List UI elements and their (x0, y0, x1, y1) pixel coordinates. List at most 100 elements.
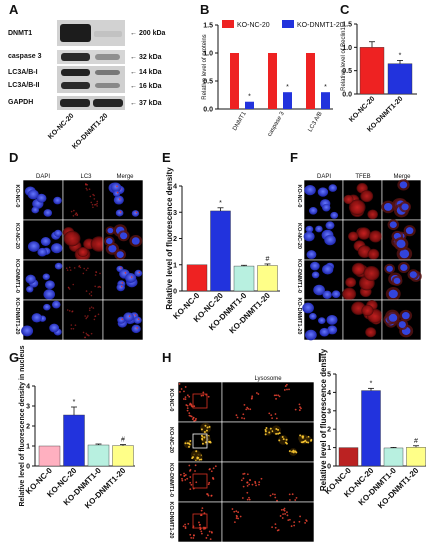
chart-C-y-tick-label: 1.5 (342, 22, 352, 29)
chart-E-y-tick-label: 3 (173, 210, 177, 217)
panel-label-a: A (9, 2, 19, 17)
chart-G-bar (38, 445, 61, 467)
f-image-tfeb-1 (342, 219, 383, 261)
blot-protein-lc3-i: LC3A/B-I (8, 69, 38, 76)
chart-G-y-tick-label: 0 (26, 464, 30, 471)
blot-band (93, 99, 123, 107)
h-image-overview-3 (177, 501, 223, 543)
h-image-overview-2 (177, 461, 223, 503)
chart-C-y-tick-label: 0.0 (342, 92, 352, 99)
chart-C-x-label: KO-NC-20 (348, 95, 376, 123)
chart-C-y-tick-label: 0.5 (342, 68, 352, 75)
blot-lane-ko-dnmt1-20: KO-DNMT1-20 (71, 112, 109, 150)
h-row-ko-nc-20: KO-NC-20 (168, 427, 174, 453)
chart-G-annotation: * (73, 399, 76, 406)
d-image-lc3-2 (62, 259, 104, 301)
chart-B-bar (268, 53, 277, 109)
chart-I-y-tick-label: 1 (327, 445, 331, 452)
h-image-overview-1 (177, 421, 223, 463)
f-image-tfeb-2 (342, 259, 383, 301)
d-row-ko-nc-0: KO-NC-0 (14, 185, 20, 208)
chart-B-annotation: * (286, 84, 289, 91)
chart-B-bar (245, 101, 254, 109)
chart-C-annotation: * (399, 52, 402, 59)
blot-protein-gapdh: GAPDH (8, 99, 33, 106)
chart-G-bar (63, 414, 85, 467)
chart-G-bar (87, 444, 110, 467)
chart-B: 0.0 0.5 1.0 1.5 Relative level of proteins KO… (202, 20, 344, 138)
chart-I-y-tick-label: 0 (327, 464, 331, 471)
blot-band (60, 99, 90, 107)
h-row-ko-dnmt1-20: KO-DNMT1-20 (168, 502, 174, 539)
f-image-merge-2 (381, 259, 422, 301)
blot-size-32: ← 32 kDa (130, 54, 162, 61)
d-row-ko-dnmt1-0: KO-DNMT1-0 (14, 259, 20, 293)
panel-f-microscopy: DAPI TFEB Merge KO-NC-0 KO-NC-20 KO-DNMT… (296, 174, 422, 341)
h-col-header-lysosome: Lysosome (254, 376, 282, 382)
chart-C-bar (359, 47, 385, 95)
chart-I-bar (383, 447, 404, 467)
f-row-ko-nc-20: KO-NC-20 (296, 223, 302, 249)
blot-size-16: ← 16 kDa (130, 83, 162, 90)
chart-B-legend-swatch (222, 20, 234, 28)
chart-B-x-label: DNMT1 (232, 110, 248, 131)
h-row-ko-dnmt1-0: KO-DNMT1-0 (168, 463, 174, 497)
chart-C-y-label: Relative level of Beclin1 (341, 26, 347, 90)
chart-E-y-tick-label: 0 (173, 289, 177, 296)
blot-band (95, 54, 120, 60)
chart-I-y-tick-label: 2 (327, 427, 331, 434)
blot-band (61, 82, 90, 89)
chart-E-bar (186, 264, 208, 292)
d-image-lc3-0 (62, 179, 104, 221)
d-image-merge-1 (102, 219, 144, 261)
chart-G-y-tick-label: 4 (26, 384, 30, 391)
chart-I-x-label: KO-DNMT1-20 (376, 466, 421, 511)
chart-I-bar (338, 447, 359, 467)
d-image-dapi-0 (22, 179, 64, 221)
chart-B-bar (306, 53, 315, 109)
blot-band (95, 83, 120, 88)
f-image-tfeb-0 (342, 179, 383, 221)
d-image-lc3-1 (62, 219, 108, 262)
d-col-header-merge: Merge (116, 174, 134, 180)
f-image-merge-3 (381, 299, 422, 341)
panel-label-g: G (9, 350, 19, 365)
f-row-ko-nc-0: KO-NC-0 (296, 185, 302, 208)
chart-G-bar (112, 445, 134, 467)
chart-E-x-label: KO-DNMT1-20 (228, 291, 273, 336)
chart-I-y-label: Relative level of fluorescence density (319, 348, 328, 491)
h-inset-box (192, 513, 208, 529)
chart-I-y-tick-label: 4 (327, 390, 331, 397)
f-image-tfeb-3 (342, 299, 383, 341)
chart-E-y-tick-label: 4 (173, 184, 177, 191)
chart-E-y-tick-label: 1 (173, 262, 177, 269)
chart-E-bar (233, 265, 255, 292)
f-image-merge-0 (381, 179, 422, 221)
h-image-zoom-3 (221, 501, 315, 543)
chart-B-x-label: caspase 3 (267, 110, 286, 137)
f-col-header-merge: Merge (393, 174, 411, 180)
chart-E-bar (257, 265, 278, 292)
d-row-ko-nc-20: KO-NC-20 (14, 223, 20, 249)
d-col-header-dapi: DAPI (36, 174, 50, 180)
chart-B-legend-label: KO-NC-20 (237, 22, 270, 29)
panel-label-d: D (9, 150, 18, 165)
chart-I-y-tick-label: 3 (327, 408, 331, 415)
chart-C-y-tick-label: 1.0 (342, 45, 352, 52)
chart-B-legend-swatch (282, 20, 294, 28)
d-image-dapi-1 (22, 219, 64, 261)
f-image-dapi-1 (303, 219, 344, 261)
chart-B-bar (283, 92, 292, 109)
chart-B-bar (321, 92, 330, 109)
blot-size-200: ← 200 kDa (130, 30, 166, 37)
d-image-merge-2 (102, 259, 144, 301)
chart-I-annotation: # (414, 438, 418, 445)
d-col-header-lc3: LC3 (80, 174, 92, 180)
chart-B-y-tick-label: 0.0 (203, 107, 213, 114)
chart-B-y-tick-label: 1.0 (203, 51, 213, 58)
